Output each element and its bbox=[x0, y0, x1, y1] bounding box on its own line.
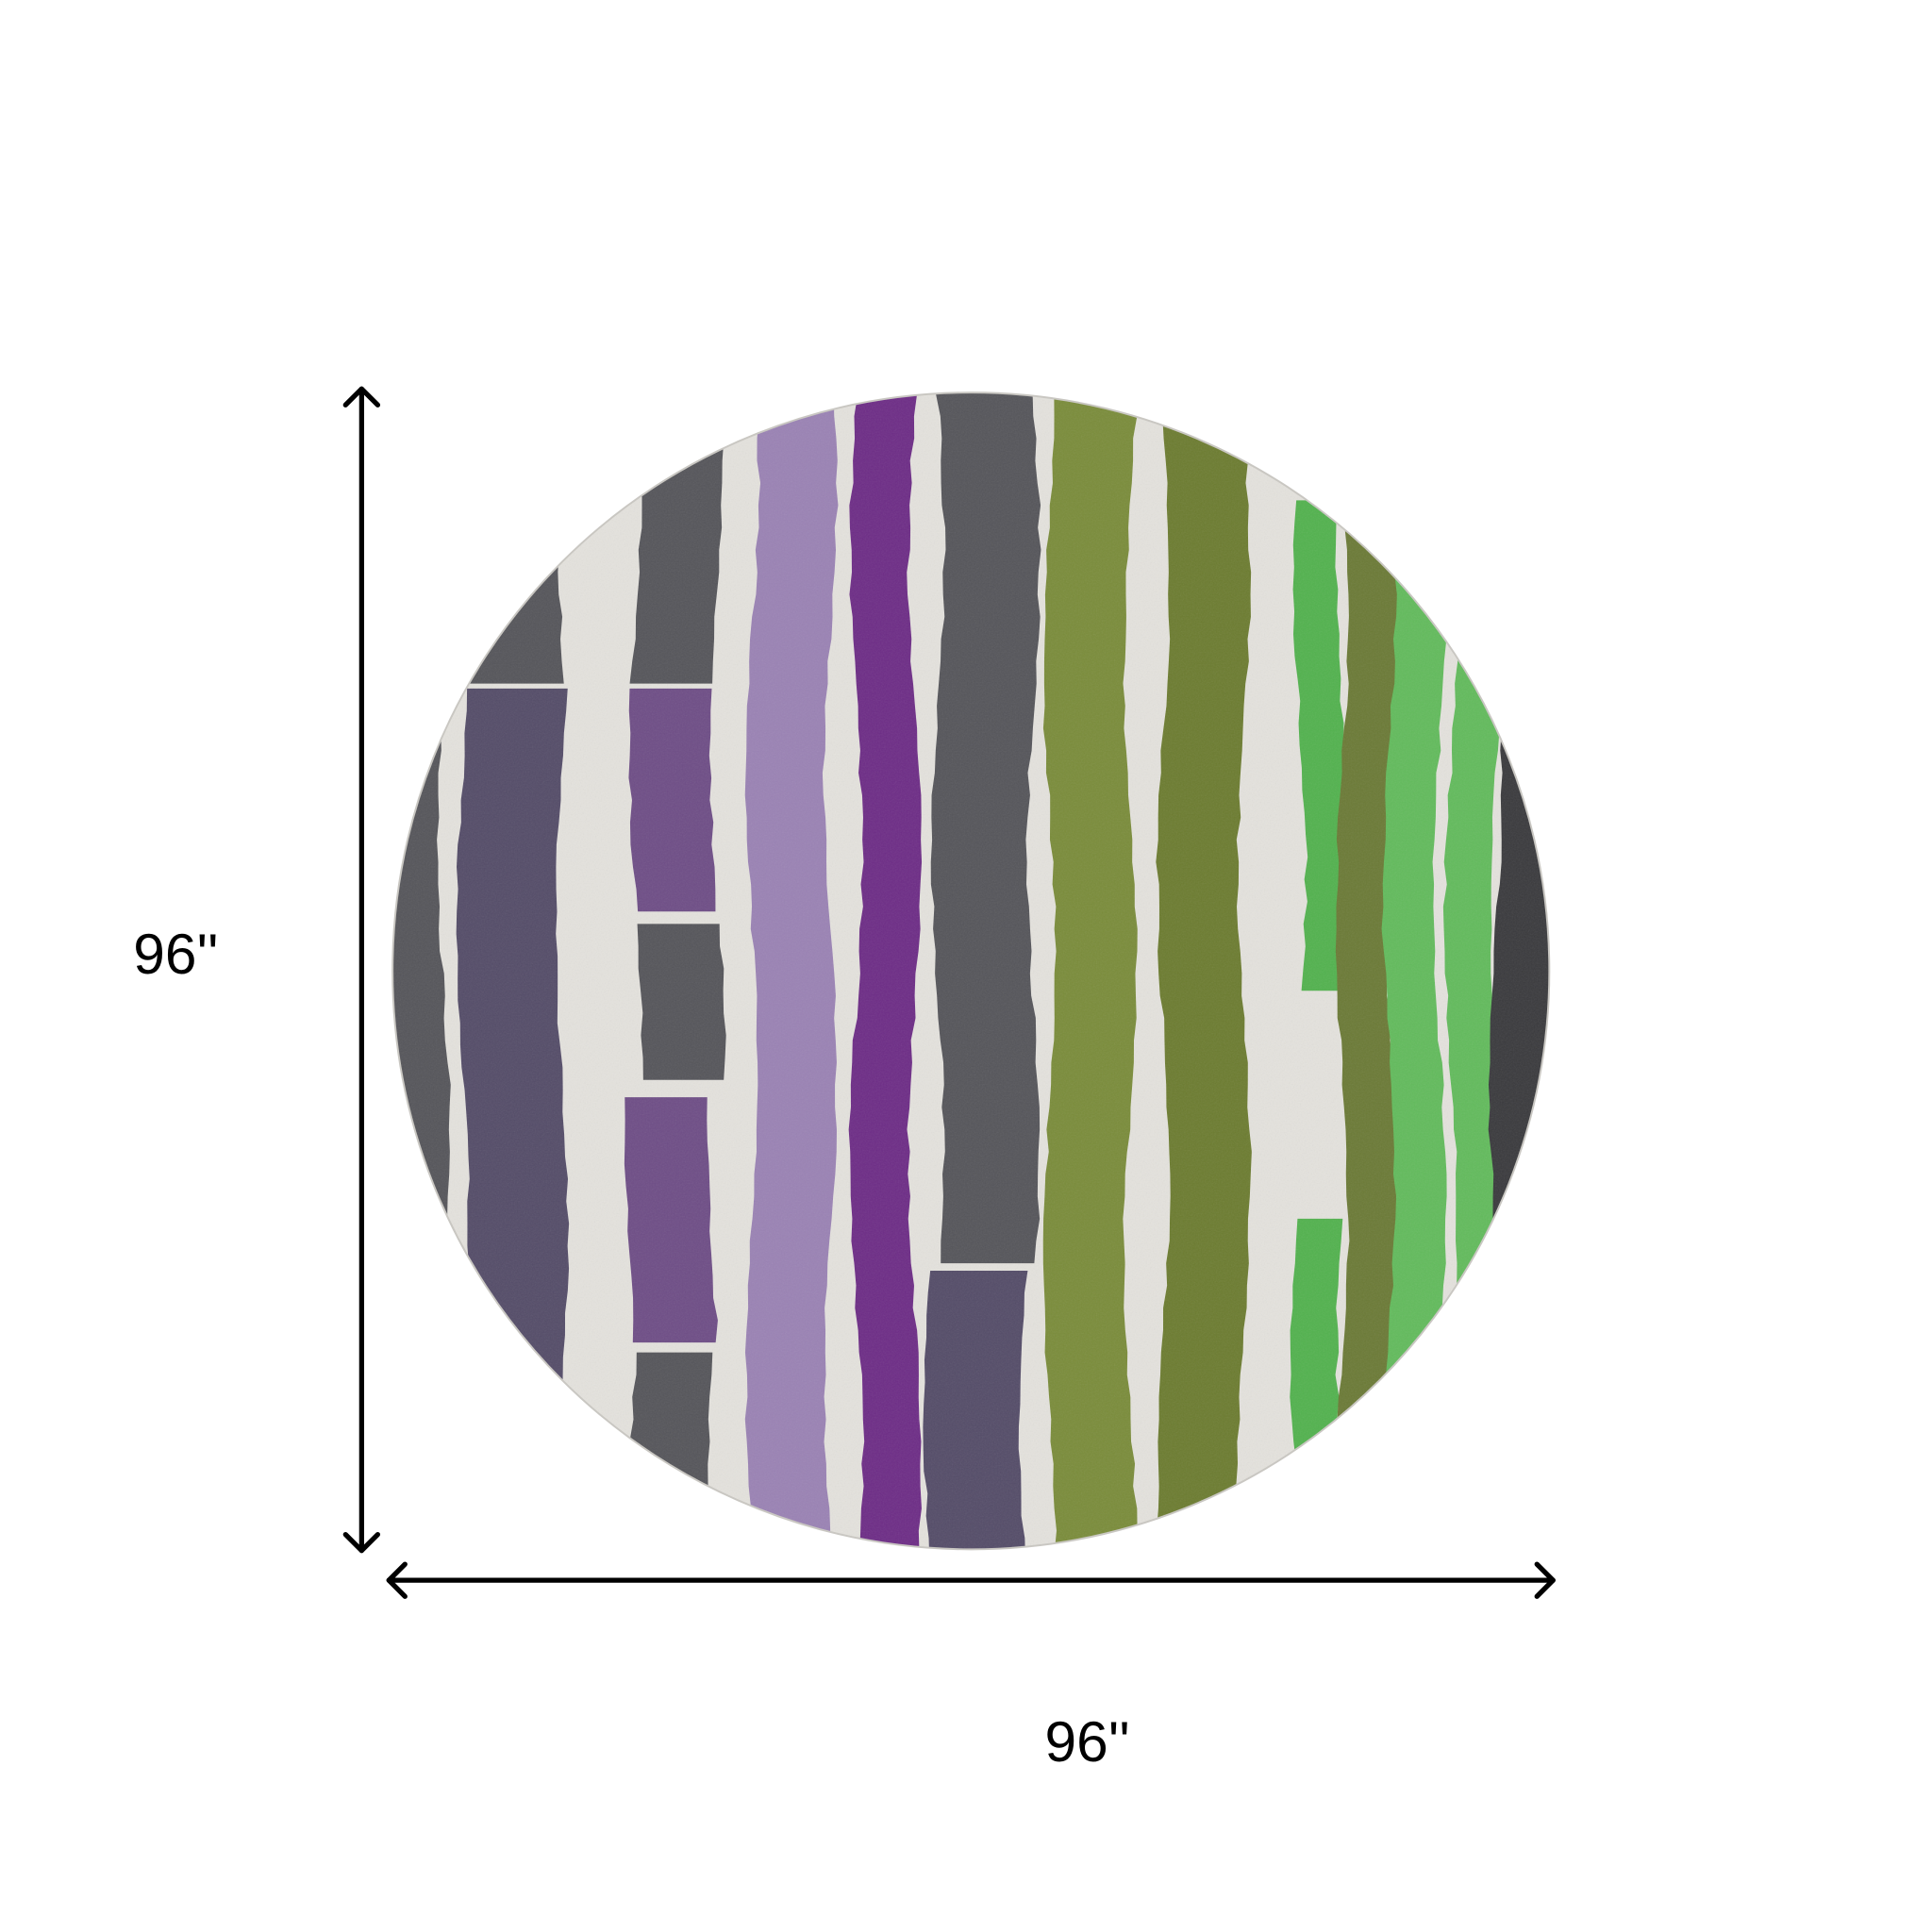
rug-texture bbox=[372, 372, 1573, 1573]
product-dimension-image: 96'' 96'' bbox=[0, 0, 1932, 1932]
width-arrow bbox=[389, 1564, 1553, 1596]
height-label: 96'' bbox=[133, 922, 218, 986]
rug-diagram: 96'' 96'' bbox=[0, 0, 1932, 1932]
width-label: 96'' bbox=[1045, 1709, 1130, 1774]
height-arrow bbox=[345, 389, 377, 1550]
round-rug bbox=[372, 372, 1573, 1573]
